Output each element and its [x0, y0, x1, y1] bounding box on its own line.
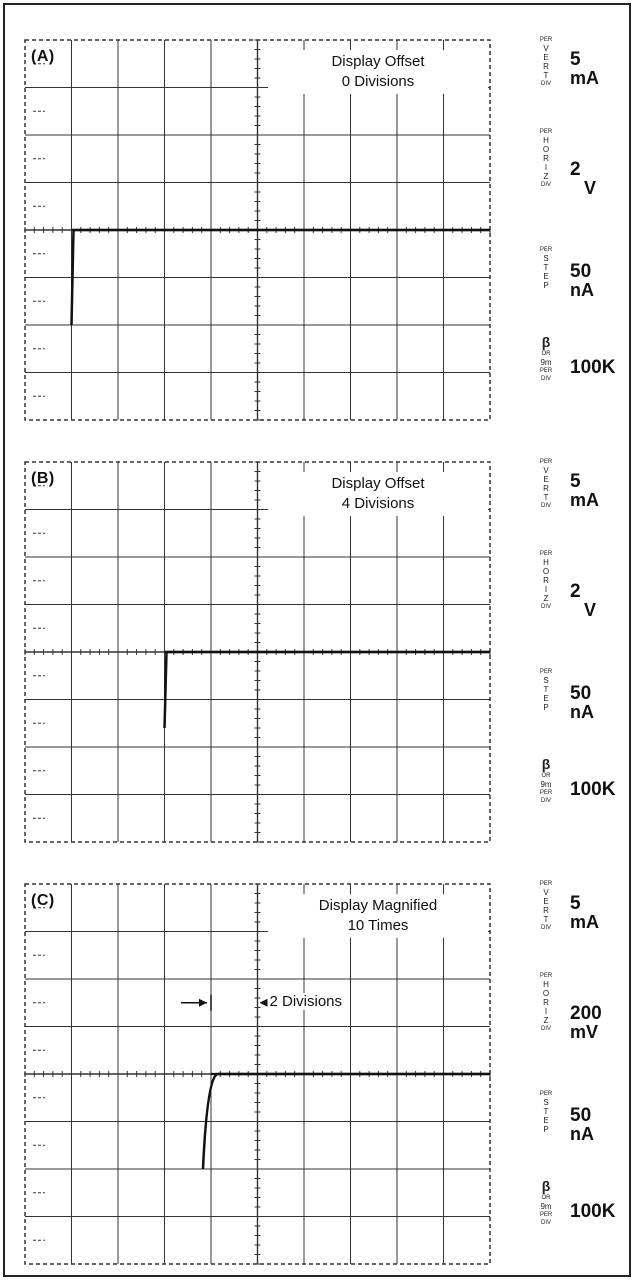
- vert-scale-value-number: 5: [570, 893, 581, 914]
- beta-scale-value: 100K: [570, 779, 616, 800]
- panel-caption: Display Magnified 10 Times: [268, 894, 488, 938]
- horiz-scale-value-unit: V: [584, 600, 597, 620]
- step-scale-value-unit: nA: [570, 280, 594, 300]
- vert-scale-value: 5 mA: [570, 894, 599, 931]
- vert-scale-value-number: 5: [570, 49, 581, 70]
- caption-line-2: 4 Divisions: [341, 495, 415, 512]
- arrow-head-icon: [199, 998, 207, 1007]
- characteristic-trace: [163, 650, 490, 729]
- caption-line-2: 10 Times: [347, 917, 409, 934]
- panel-tag: (C): [31, 892, 55, 909]
- caption-line-2: 0 Divisions: [341, 73, 415, 90]
- panel-tag: (A): [31, 48, 55, 65]
- graticule: [24, 461, 491, 843]
- vert-scale-value-unit: mA: [570, 68, 600, 88]
- vert-per-div-label: PER V E R T DIV: [539, 881, 553, 931]
- display-panel-c: (C) Display Magnified 10 Times 2 Divisions P…: [0, 844, 636, 1265]
- caption-line-1: Display Magnified: [318, 897, 438, 914]
- horiz-scale-value: 200 mV: [570, 1004, 602, 1041]
- figure-frame: [3, 3, 631, 1277]
- vert-scale-value-unit: mA: [570, 912, 600, 932]
- vert-scale-value: 5 mA: [570, 472, 599, 509]
- horiz-per-div-label: PER H O R I Z DIV: [539, 551, 553, 610]
- horiz-scale-value-number: 2: [570, 159, 581, 180]
- beta-scale-value: 100K: [570, 357, 616, 378]
- step-scale-value-number: 50: [570, 1105, 592, 1126]
- beta-scale-value: 100K: [570, 1201, 616, 1222]
- beta-gm-label: β OR 9m PER DIV: [539, 756, 553, 805]
- horiz-scale-value-unit: V: [584, 178, 597, 198]
- step-label: PER S T E P: [539, 247, 553, 290]
- division-annotation: 2 Divisions: [267, 992, 345, 1010]
- caption-line-1: Display Offset: [331, 475, 425, 492]
- step-scale-value-unit: nA: [570, 702, 594, 722]
- beta-gm-label: β OR 9m PER DIV: [539, 334, 553, 383]
- horiz-scale-value-number: 2: [570, 581, 581, 602]
- vert-scale-value-number: 5: [570, 471, 581, 492]
- graticule: [24, 883, 491, 1265]
- step-scale-value-number: 50: [570, 683, 592, 704]
- panel-tag: (B): [31, 470, 55, 487]
- step-scale-value: 50 nA: [570, 262, 594, 299]
- display-panel-a: (A) Display Offset 0 Divisions PER V E R T DIV PE…: [0, 0, 636, 421]
- panel-caption: Display Offset 4 Divisions: [268, 472, 488, 516]
- horiz-scale-value-unit: mV: [570, 1022, 599, 1042]
- display-panel-b: (B) Display Offset 4 Divisions PER V E R T DIV PE…: [0, 422, 636, 843]
- graticule: [24, 39, 491, 421]
- panel-caption: Display Offset 0 Divisions: [268, 50, 488, 94]
- step-scale-value: 50 nA: [570, 684, 594, 721]
- step-label: PER S T E P: [539, 669, 553, 712]
- horiz-scale-value-number: 200: [570, 1003, 602, 1024]
- step-label: PER S T E P: [539, 1091, 553, 1134]
- vert-per-div-label: PER V E R T DIV: [539, 459, 553, 509]
- vert-scale-value: 5 mA: [570, 50, 599, 87]
- horiz-per-div-label: PER H O R I Z DIV: [539, 973, 553, 1032]
- vert-per-div-label: PER V E R T DIV: [539, 37, 553, 87]
- step-scale-value-unit: nA: [570, 1124, 594, 1144]
- arrow-head-icon: [259, 998, 268, 1007]
- caption-line-1: Display Offset: [331, 53, 425, 70]
- step-scale-value: 50 nA: [570, 1106, 594, 1143]
- step-scale-value-number: 50: [570, 261, 592, 282]
- horiz-per-div-label: PER H O R I Z DIV: [539, 129, 553, 188]
- beta-gm-label: β OR 9m PER DIV: [539, 1178, 553, 1227]
- vert-scale-value-unit: mA: [570, 490, 600, 510]
